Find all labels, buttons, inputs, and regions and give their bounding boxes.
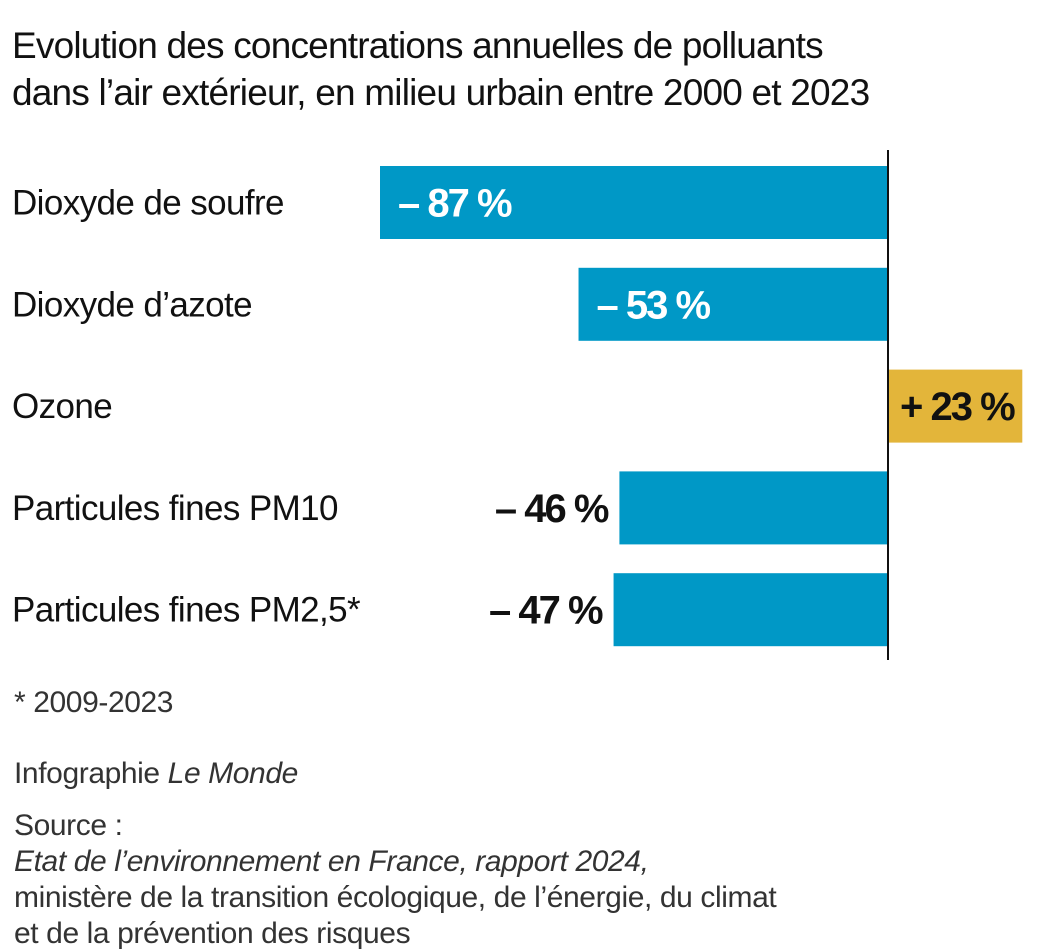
data-label: – 46 % — [495, 487, 609, 531]
bar — [888, 369, 1023, 443]
category-label: Ozone — [12, 387, 112, 426]
footnote: * 2009-2023 — [14, 686, 174, 719]
source-prefix: Source : — [14, 809, 123, 842]
data-label: – 53 % — [597, 283, 711, 327]
chart-title-line-1: Evolution des concentrations annuelles d… — [12, 25, 824, 66]
category-label: Dioxyde de soufre — [12, 184, 284, 223]
source-line-1: Source : Etat de l’environnement en Fran… — [14, 808, 1034, 880]
credit-line: Infographie Le Monde — [14, 757, 298, 791]
bar — [619, 471, 888, 545]
credit-prefix: Infographie — [14, 757, 168, 790]
data-label: + 23 % — [900, 385, 1015, 429]
source-line-2: ministère de la transition écologique, d… — [14, 881, 777, 914]
source-line-3: et de la prévention des risques — [14, 917, 411, 950]
category-label: Particules fines PM10 — [12, 489, 338, 528]
source-title: Etat de l’environnement en France, rappo… — [14, 845, 649, 878]
chart-title-line-2: dans l’air extérieur, en milieu urbain e… — [12, 72, 870, 113]
bar — [380, 166, 888, 239]
source-note: Source : Etat de l’environnement en Fran… — [14, 808, 1034, 952]
data-label: – 87 % — [398, 182, 512, 226]
bar — [613, 573, 888, 647]
bar-chart: Dioxyde de soufre – 87 % Dioxyde d’azote – … — [12, 150, 1023, 660]
category-label: Dioxyde d’azote — [12, 285, 252, 324]
chart-title: Evolution des concentrations annuelles d… — [12, 22, 1042, 116]
category-label: Particules fines PM2,5* — [12, 591, 361, 630]
bar — [578, 267, 888, 341]
credit-name: Le Monde — [167, 757, 299, 790]
data-label: – 47 % — [489, 589, 603, 633]
